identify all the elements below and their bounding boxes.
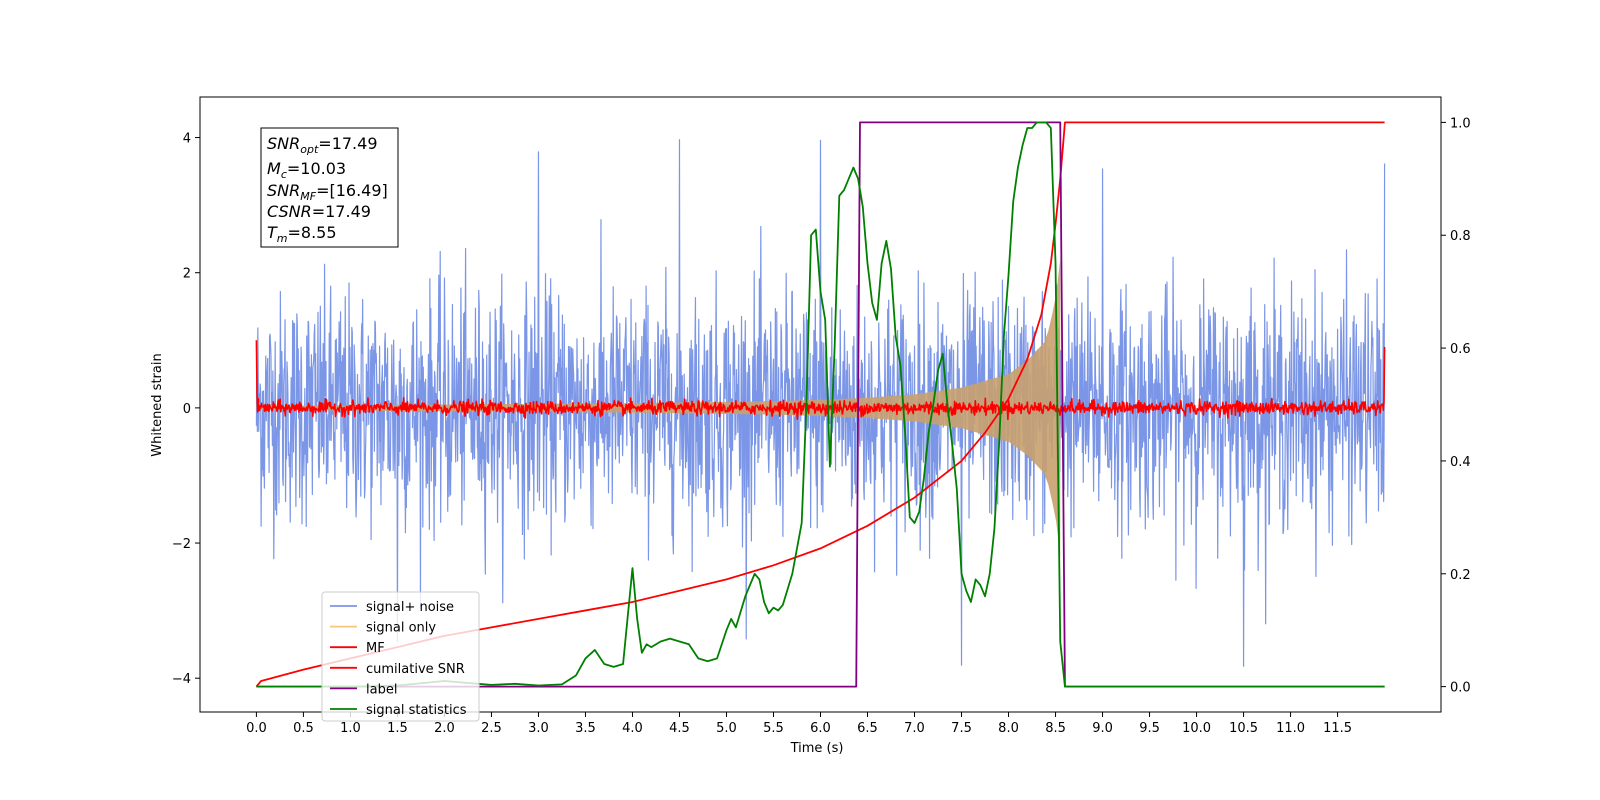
y2-tick-label: 0.8 [1450, 229, 1471, 244]
y-tick-label: −4 [172, 672, 191, 687]
y-tick-label: 0 [183, 402, 191, 417]
x-tick-label: 0.0 [246, 721, 267, 736]
y-axis-left: −4 −2 0 2 4 [172, 132, 200, 687]
y-tick-label: 2 [183, 267, 191, 282]
legend: signal+ noise signal only MF cumilative SNR… [321, 591, 480, 722]
x-tick-label: 7.0 [904, 721, 925, 736]
x-tick-label: 9.5 [1139, 721, 1160, 736]
y2-tick-label: 0.0 [1450, 681, 1471, 696]
x-tick-label: 2.0 [434, 721, 455, 736]
x-tick-label: 9.0 [1092, 721, 1113, 736]
y2-tick-label: 0.6 [1450, 342, 1471, 357]
x-tick-label: 4.5 [669, 721, 690, 736]
y2-tick-label: 0.2 [1450, 568, 1471, 583]
x-tick-label: 2.5 [481, 721, 502, 736]
annotation-snr-opt: SNRopt=17.49 [267, 134, 378, 156]
x-tick-label: 0.5 [293, 721, 314, 736]
x-tick-label: 4.0 [622, 721, 643, 736]
x-tick-label: 8.0 [998, 721, 1019, 736]
x-tick-label: 6.0 [810, 721, 831, 736]
series-signal-statistics [256, 121, 1385, 688]
annotation-mc: Mc=10.03 [267, 159, 346, 181]
x-tick-label: 5.0 [716, 721, 737, 736]
annotation-box: SNRopt=17.49 Mc=10.03 SNRMF=[16.49] CSNR… [260, 127, 399, 248]
legend-label-signal-only: signal only [366, 621, 436, 636]
x-tick-label: 1.5 [387, 721, 408, 736]
legend-label-signal-statistics: signal statistics [366, 703, 467, 718]
x-tick-label: 5.5 [763, 721, 784, 736]
x-tick-label: 3.0 [528, 721, 549, 736]
legend-label-label: label [366, 682, 397, 697]
x-tick-label: 10.5 [1229, 721, 1258, 736]
annotation-snr-mf: SNRMF=[16.49] [267, 181, 388, 203]
x-tick-label: 11.0 [1276, 721, 1305, 736]
series-mf [255, 340, 1386, 421]
x-tick-label: 1.0 [340, 721, 361, 736]
x-tick-label: 8.5 [1045, 721, 1066, 736]
x-axis: 0.0 0.5 1.0 1.5 2.0 2.5 3.0 3.5 4.0 4.5 5.0 5.5 6.0 6… [246, 712, 1352, 736]
legend-label-mf: MF [366, 641, 385, 656]
annotation-tm: Tm=8.55 [267, 223, 337, 245]
x-tick-label: 6.5 [857, 721, 878, 736]
x-axis-label: Time (s) [790, 741, 844, 756]
y-axis-label: Whitened strain [150, 353, 165, 456]
x-tick-label: 7.5 [951, 721, 972, 736]
y-axis-right: 0.0 0.2 0.4 0.6 0.8 1.0 [1441, 116, 1471, 696]
y-tick-label: 4 [183, 132, 191, 147]
x-tick-label: 11.5 [1323, 721, 1352, 736]
legend-label-signal-noise: signal+ noise [366, 600, 454, 615]
x-tick-label: 3.5 [575, 721, 596, 736]
y2-tick-label: 1.0 [1450, 116, 1471, 131]
annotation-csnr: CSNR=17.49 [267, 202, 371, 221]
x-tick-label: 10.0 [1182, 721, 1211, 736]
series-signal-noise [255, 139, 1386, 667]
y-tick-label: −2 [172, 537, 191, 552]
y2-tick-label: 0.4 [1450, 455, 1471, 470]
legend-label-cumilative-snr: cumilative SNR [366, 662, 465, 677]
